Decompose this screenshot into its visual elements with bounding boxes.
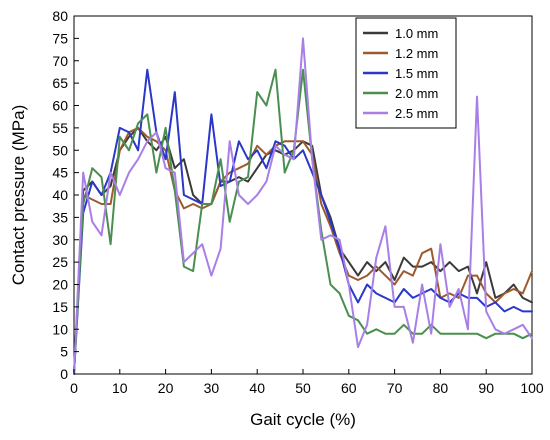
- x-tick-label: 100: [520, 380, 544, 396]
- y-tick-label: 65: [52, 75, 68, 91]
- x-tick-label: 80: [433, 380, 449, 396]
- y-tick-label: 45: [52, 165, 68, 181]
- x-tick-label: 30: [204, 380, 220, 396]
- y-tick-label: 60: [52, 98, 68, 114]
- series-line-2: [73, 68, 533, 375]
- legend-label-4: 2.5 mm: [395, 106, 438, 121]
- legend: 1.0 mm 1.2 mm 1.5 mm 2.0 mm 2.5 mm: [355, 17, 457, 129]
- y-tick-label: 35: [52, 209, 68, 225]
- x-tick-label: 70: [387, 380, 403, 396]
- x-tick-label: 90: [478, 380, 494, 396]
- y-tick-label: 40: [52, 187, 68, 203]
- y-tick-label: 55: [52, 120, 68, 136]
- y-axis-title: Contact pressure (MPa): [9, 105, 28, 285]
- series-line-4: [73, 37, 533, 375]
- y-tick-label: 70: [52, 53, 68, 69]
- legend-label-1: 1.2 mm: [395, 46, 438, 61]
- x-tick-label: 50: [295, 380, 311, 396]
- x-tick-label: 20: [158, 380, 174, 396]
- legend-label-0: 1.0 mm: [395, 26, 438, 41]
- x-tick-label: 10: [112, 380, 128, 396]
- y-tick-label: 25: [52, 254, 68, 270]
- x-axis-title: Gait cycle (%): [250, 410, 356, 429]
- x-tick-label: 40: [249, 380, 265, 396]
- y-tick-label: 10: [52, 321, 68, 337]
- y-tick-label: 50: [52, 142, 68, 158]
- series-layer: [73, 37, 533, 375]
- axes-layer: 0 10 20 30 40 50 60 70 80 90 100 0 5 10 15 20 25 30 35 40 45…: [52, 8, 543, 396]
- series-line-3: [73, 68, 533, 375]
- y-tick-label: 5: [60, 344, 68, 360]
- y-tick-label: 20: [52, 277, 68, 293]
- legend-label-2: 1.5 mm: [395, 66, 438, 81]
- x-tick-label: 0: [70, 380, 78, 396]
- y-tick-label: 75: [52, 30, 68, 46]
- legend-label-3: 2.0 mm: [395, 86, 438, 101]
- y-tick-label: 0: [60, 366, 68, 382]
- series-line-0: [73, 126, 533, 375]
- series-line-1: [73, 126, 533, 375]
- y-tick-label: 30: [52, 232, 68, 248]
- y-tick-label: 15: [52, 299, 68, 315]
- x-tick-label: 60: [341, 380, 357, 396]
- y-tick-label: 80: [52, 8, 68, 24]
